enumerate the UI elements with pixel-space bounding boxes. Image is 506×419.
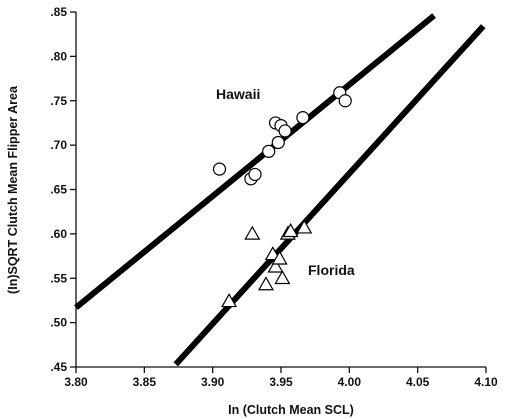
y-tick-label: .60 bbox=[50, 227, 67, 241]
x-ticks: 3.80 3.85 3.90 3.95 4.00 4.05 4.10 bbox=[64, 367, 498, 389]
x-tick-label: 3.90 bbox=[201, 375, 225, 389]
x-tick-label: 4.05 bbox=[406, 375, 430, 389]
x-tick-label: 3.85 bbox=[133, 375, 157, 389]
annotation-florida: Florida bbox=[308, 262, 355, 278]
y-tick-label: .50 bbox=[50, 316, 67, 330]
y-tick-label: .65 bbox=[50, 183, 67, 197]
y-tick-label: .45 bbox=[50, 360, 67, 374]
data-point-florida bbox=[271, 250, 288, 265]
data-point-hawaii bbox=[296, 111, 310, 125]
data-point-florida bbox=[221, 293, 238, 308]
plot-area bbox=[75, 12, 486, 368]
x-tick-label: 4.00 bbox=[338, 375, 362, 389]
y-ticks: .45 .50 .55 .60 .65 .70 .75 .80 .85 bbox=[50, 5, 76, 374]
x-axis-label: In (Clutch Mean SCL) bbox=[228, 403, 354, 417]
y-tick-label: .75 bbox=[50, 94, 67, 108]
x-tick-label: 4.10 bbox=[474, 375, 498, 389]
x-tick-label: 3.95 bbox=[269, 375, 293, 389]
x-tick-label: 3.80 bbox=[64, 375, 88, 389]
data-point-florida bbox=[282, 223, 299, 238]
data-point-florida bbox=[244, 225, 261, 240]
y-axis-label: (In)SQRT Clutch Mean Flipper Area bbox=[6, 85, 20, 294]
fit-line-hawaii bbox=[74, 13, 436, 310]
y-tick-label: .85 bbox=[50, 5, 67, 19]
data-point-hawaii bbox=[278, 124, 292, 138]
y-tick-label: .55 bbox=[50, 271, 67, 285]
data-point-florida bbox=[274, 270, 291, 285]
data-point-hawaii bbox=[271, 135, 285, 150]
fit-lines bbox=[74, 13, 486, 367]
data-point-florida bbox=[296, 219, 313, 234]
data-point-hawaii bbox=[248, 167, 262, 182]
y-tick-label: .80 bbox=[50, 49, 67, 63]
data-point-florida bbox=[257, 276, 275, 291]
data-point-florida bbox=[267, 258, 284, 273]
fit-line-florida bbox=[173, 24, 486, 367]
annotation-hawaii: Hawaii bbox=[216, 86, 260, 102]
data-point-hawaii bbox=[262, 144, 276, 158]
data-point-hawaii bbox=[212, 162, 227, 176]
y-tick-label: .70 bbox=[50, 138, 67, 152]
data-point-hawaii bbox=[338, 94, 352, 108]
data-points bbox=[212, 86, 352, 308]
